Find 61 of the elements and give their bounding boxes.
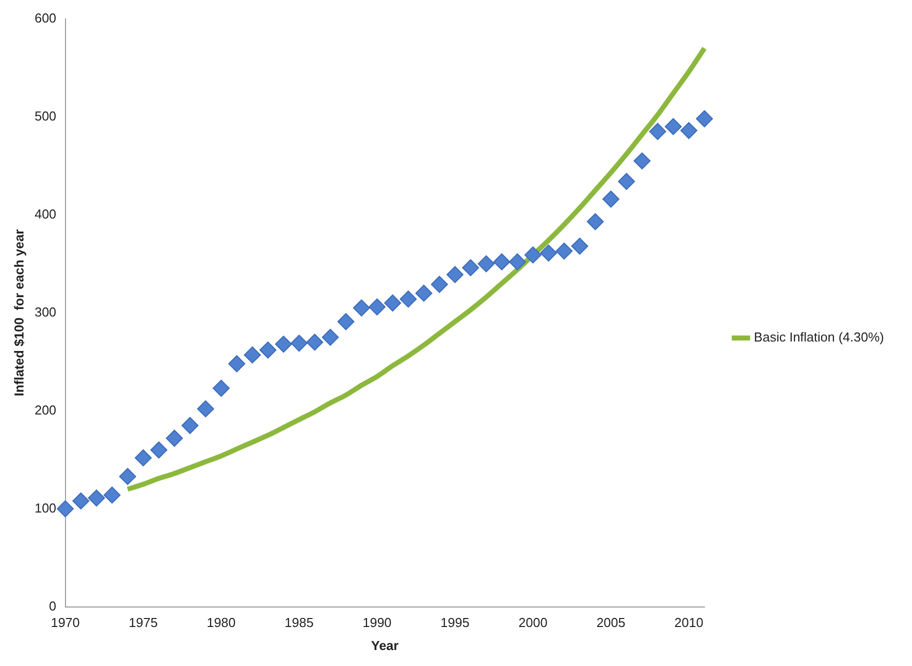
point bbox=[72, 492, 90, 510]
point bbox=[88, 490, 105, 507]
x-tick-label: 1970 bbox=[50, 615, 80, 630]
point bbox=[430, 276, 448, 293]
point bbox=[493, 253, 510, 270]
point bbox=[306, 334, 324, 351]
point bbox=[446, 266, 464, 284]
point bbox=[244, 346, 261, 364]
x-tick-label: 2005 bbox=[596, 615, 626, 630]
x-tick-label: 1990 bbox=[362, 615, 392, 630]
point bbox=[540, 244, 558, 262]
point bbox=[618, 172, 635, 190]
point bbox=[290, 334, 308, 352]
point bbox=[696, 110, 713, 128]
point bbox=[634, 152, 651, 170]
x-tick-label: 1985 bbox=[284, 615, 314, 630]
x-tick-label: 1975 bbox=[128, 615, 158, 630]
y-tick-label: 300 bbox=[34, 304, 56, 320]
y-tick-label: 200 bbox=[34, 402, 56, 418]
x-tick-label: 2010 bbox=[674, 615, 704, 630]
point bbox=[322, 328, 339, 346]
y-tick-label: 0 bbox=[49, 598, 56, 614]
point bbox=[197, 400, 214, 418]
point bbox=[352, 299, 370, 316]
point bbox=[524, 246, 542, 264]
point bbox=[571, 238, 588, 255]
point bbox=[119, 468, 136, 485]
x-axis-title: Year bbox=[371, 638, 399, 653]
point bbox=[212, 380, 230, 397]
point bbox=[400, 290, 417, 308]
x-tick-label: 1995 bbox=[440, 615, 470, 630]
point bbox=[182, 417, 198, 434]
y-tick-label: 500 bbox=[34, 108, 56, 124]
point bbox=[104, 486, 121, 504]
y-tick-label: 600 bbox=[34, 10, 56, 26]
point bbox=[649, 123, 666, 140]
point bbox=[508, 253, 526, 270]
point bbox=[368, 298, 386, 316]
point bbox=[150, 442, 168, 458]
point bbox=[56, 500, 74, 518]
x-tick-label: 1980 bbox=[206, 615, 236, 630]
point bbox=[664, 118, 682, 136]
y-tick-label: 400 bbox=[34, 206, 56, 222]
point bbox=[134, 449, 152, 466]
y-axis-title: Inflated $100 for each year bbox=[11, 229, 26, 396]
point bbox=[478, 255, 495, 272]
point bbox=[275, 336, 292, 353]
y-tick-label: 100 bbox=[34, 500, 56, 516]
point bbox=[680, 122, 698, 140]
point bbox=[556, 242, 573, 260]
x-tick-label: 2000 bbox=[518, 615, 548, 630]
point bbox=[462, 259, 480, 276]
point bbox=[586, 213, 604, 230]
point bbox=[337, 313, 354, 330]
point bbox=[602, 190, 620, 208]
legend-label: Basic Inflation (4.30%) bbox=[754, 330, 884, 345]
point bbox=[166, 430, 183, 447]
point bbox=[259, 342, 276, 359]
point bbox=[384, 294, 402, 312]
point bbox=[228, 355, 246, 372]
point bbox=[415, 284, 432, 302]
